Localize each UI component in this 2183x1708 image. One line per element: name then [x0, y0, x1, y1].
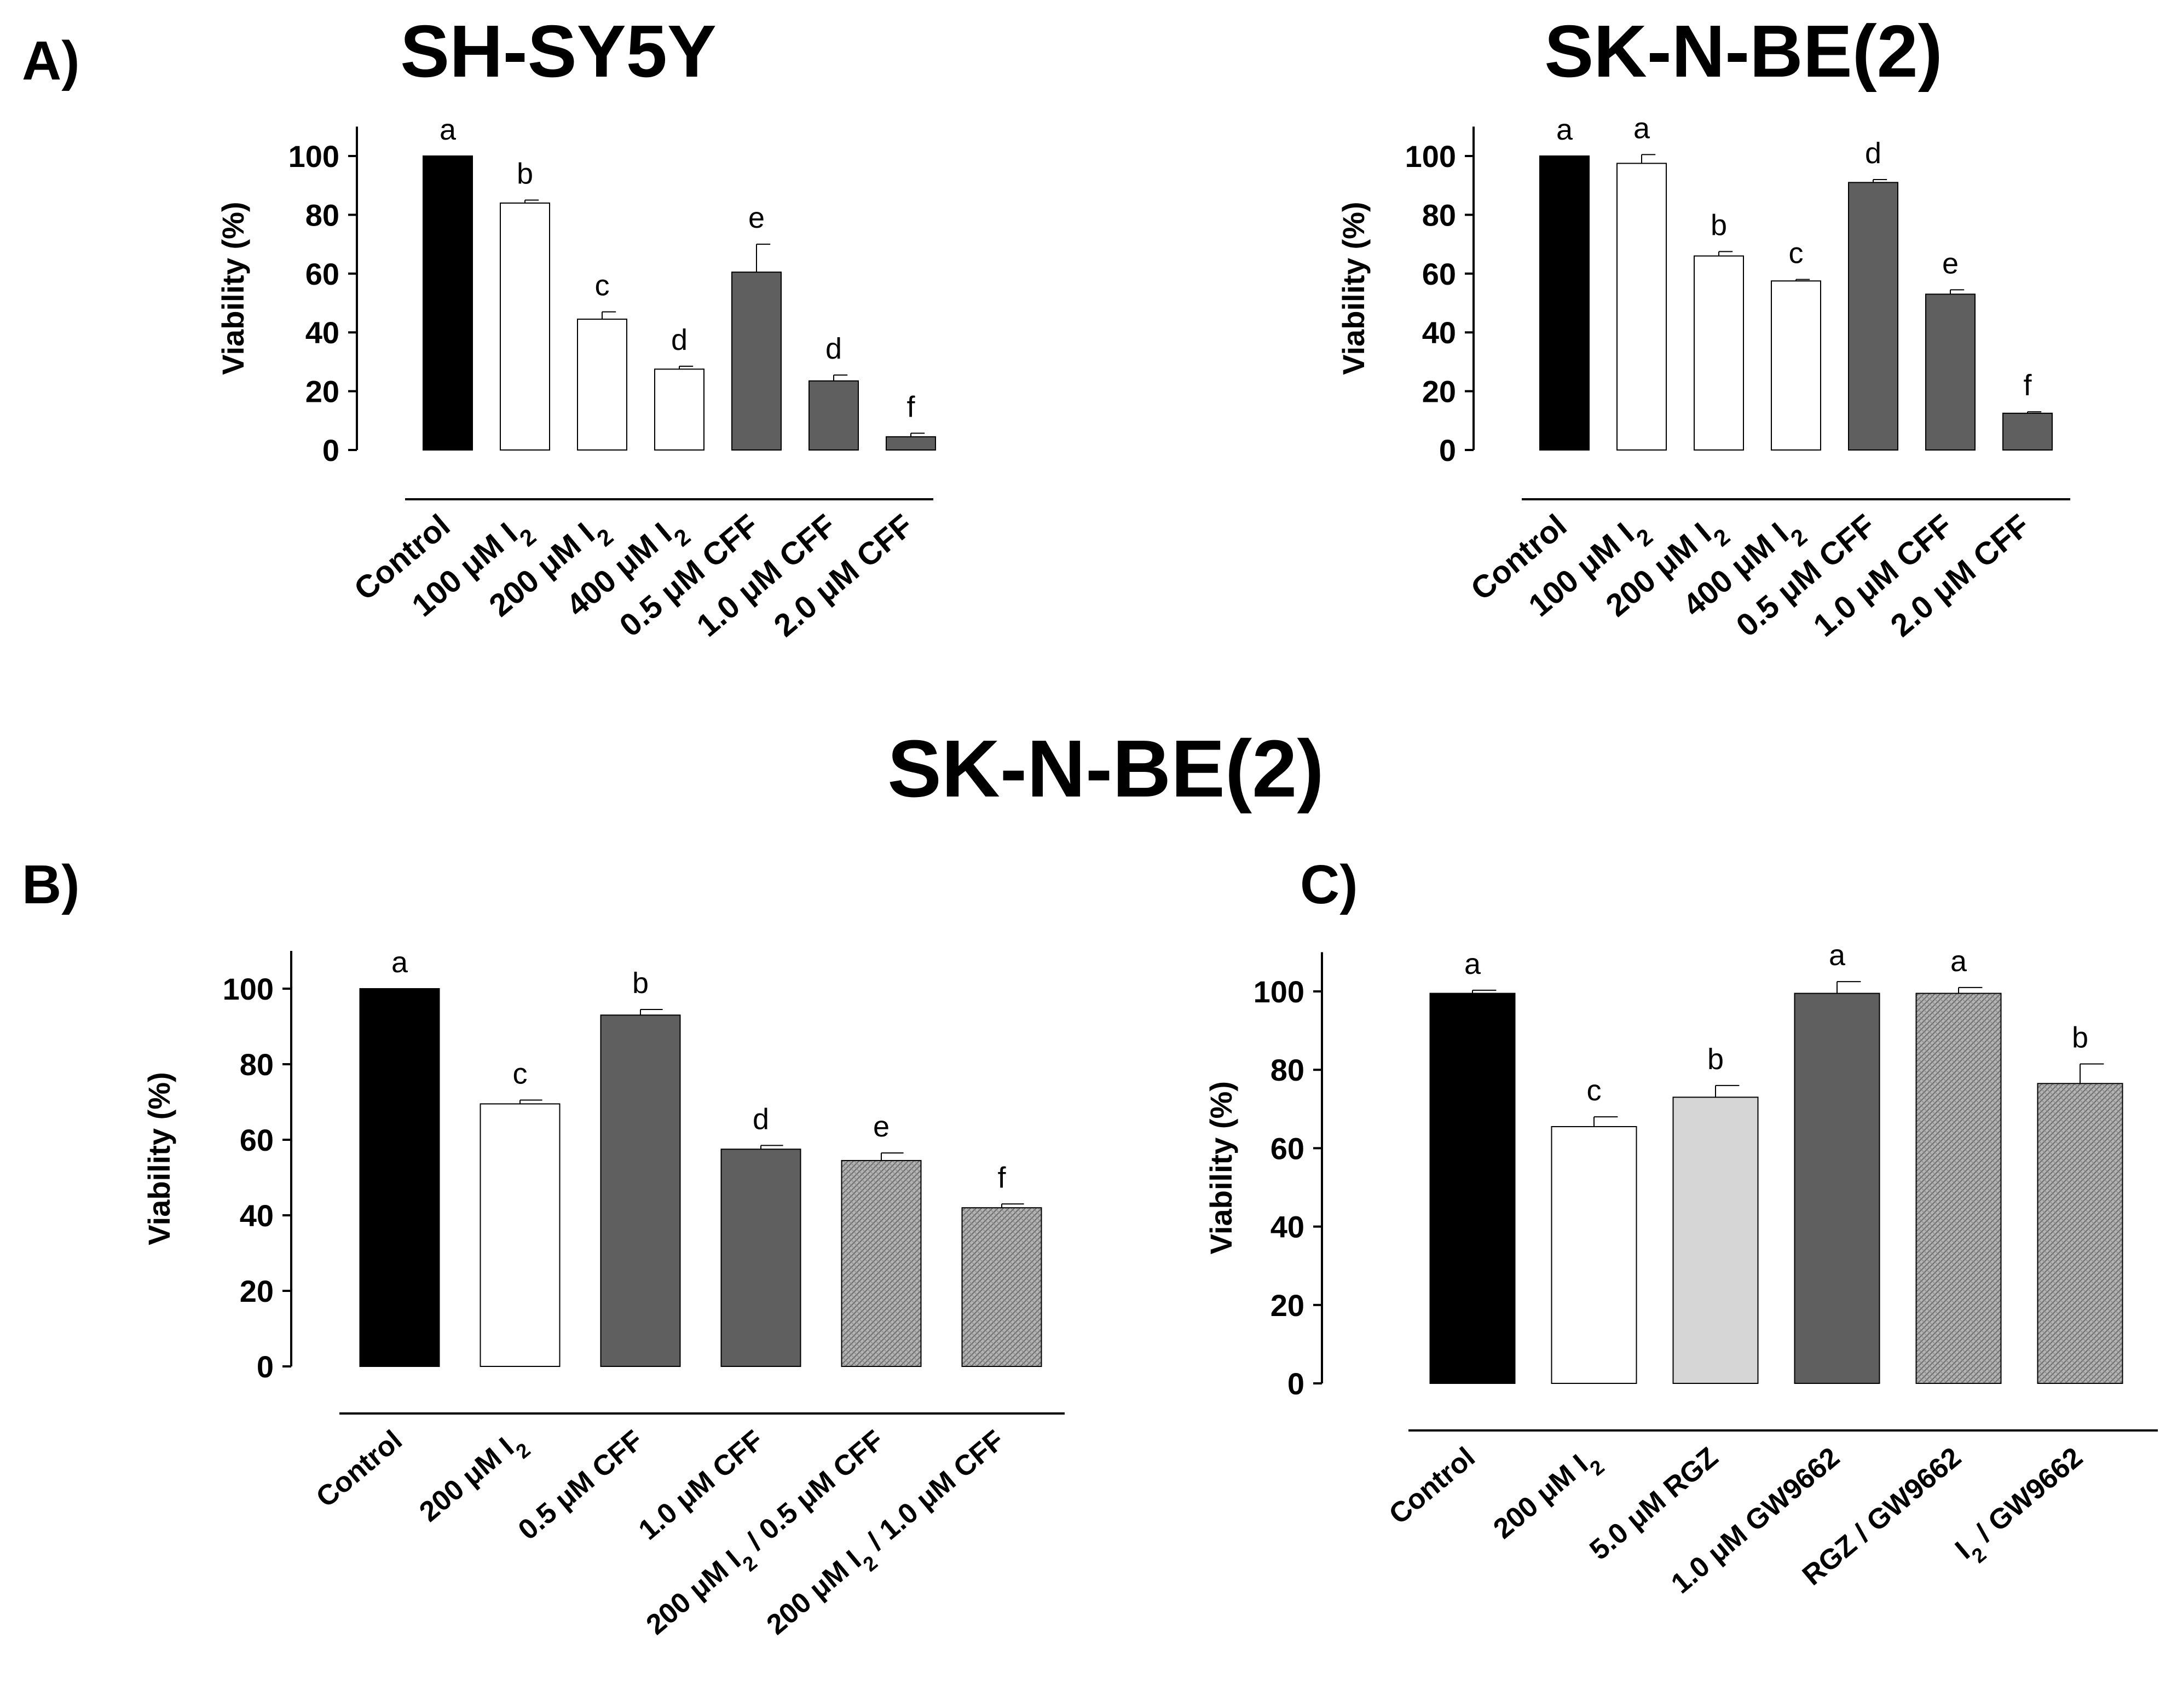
significance-letter: a	[1464, 948, 1481, 980]
significance-letter: a	[1633, 112, 1650, 145]
y-tick-label: 0	[1287, 1366, 1304, 1401]
significance-letter: d	[671, 324, 688, 356]
chart-b: 0 20 40 60 80 100 Viability (%) a Control c 200 μM…	[142, 946, 1065, 1648]
bar	[720, 1149, 801, 1367]
x-tick-label: Control	[310, 1424, 408, 1514]
y-tick-label: 100	[1254, 974, 1304, 1009]
x-tick-label: Control	[1383, 1441, 1481, 1531]
significance-letter: b	[1711, 209, 1727, 242]
y-tick-label: 80	[1422, 198, 1456, 232]
bar	[1539, 155, 1590, 451]
significance-letter: c	[1587, 1074, 1602, 1107]
significance-letter: e	[1942, 247, 1959, 280]
bar	[2037, 1083, 2123, 1384]
bar	[577, 319, 627, 451]
significance-letter: b	[1707, 1043, 1724, 1076]
y-tick-label: 80	[1270, 1053, 1304, 1087]
significance-letter: e	[748, 201, 765, 234]
y-tick-label: 40	[240, 1198, 274, 1233]
chart-title: SH-SY5Y	[400, 10, 717, 93]
bar	[359, 988, 440, 1367]
bar	[1915, 993, 2002, 1384]
section-title: SK-N-BE(2)	[887, 724, 1324, 814]
x-tick-label: I2 / GW9662	[1949, 1441, 2094, 1572]
y-tick-label: 0	[322, 433, 339, 468]
significance-letter: b	[632, 967, 649, 1000]
significance-letter: d	[825, 332, 842, 365]
bar	[423, 155, 473, 451]
significance-letter: c	[513, 1058, 528, 1090]
y-tick-label: 40	[1270, 1210, 1304, 1244]
bar	[1848, 182, 1898, 451]
y-axis-label: Viability (%)	[1204, 1081, 1238, 1254]
significance-letter: a	[391, 946, 408, 979]
significance-letter: f	[997, 1161, 1006, 1194]
y-tick-label: 20	[1422, 374, 1456, 409]
significance-letter: a	[1556, 113, 1573, 146]
x-tick-label: 0.5 μM CFF	[512, 1424, 649, 1547]
significance-letter: a	[1829, 939, 1846, 972]
y-tick-label: 60	[1270, 1131, 1304, 1165]
bar	[731, 272, 782, 451]
significance-letter: c	[595, 269, 610, 302]
significance-letter: f	[2023, 369, 2032, 402]
significance-letter: d	[1865, 137, 1881, 170]
bar	[500, 202, 550, 451]
bar	[808, 380, 859, 451]
significance-letter: a	[1950, 945, 1967, 978]
bar	[841, 1159, 922, 1367]
y-axis-label: Viability (%)	[1336, 201, 1371, 374]
significance-letter: b	[2072, 1021, 2088, 1054]
y-tick-label: 20	[240, 1274, 274, 1308]
bar	[961, 1207, 1042, 1367]
y-tick-label: 0	[257, 1349, 274, 1384]
bar	[1429, 993, 1516, 1384]
chart-c: 0 20 40 60 80 100 Viability (%) a Control c 200 μM…	[1204, 939, 2158, 1600]
bar	[1694, 255, 1744, 451]
y-tick-label: 100	[223, 972, 274, 1006]
y-tick-label: 40	[1422, 315, 1456, 350]
y-tick-label: 40	[305, 315, 339, 350]
panel-label-a: A)	[22, 30, 80, 91]
significance-letter: c	[1789, 237, 1804, 270]
y-tick-label: 100	[1405, 139, 1456, 174]
bar	[1616, 163, 1667, 451]
bar	[1551, 1126, 1637, 1384]
y-tick-label: 60	[1422, 257, 1456, 291]
y-tick-label: 60	[240, 1123, 274, 1157]
y-axis-label: Viability (%)	[216, 201, 250, 374]
y-tick-label: 20	[1270, 1288, 1304, 1323]
bar	[1771, 280, 1821, 451]
y-axis-label: Viability (%)	[142, 1072, 176, 1245]
bar	[600, 1014, 681, 1367]
significance-letter: d	[753, 1103, 769, 1135]
significance-letter: a	[440, 113, 457, 146]
chart-title: SK-N-BE(2)	[1544, 10, 1942, 93]
significance-letter: b	[517, 158, 533, 191]
y-tick-label: 20	[305, 374, 339, 409]
bar	[1925, 293, 1976, 451]
bar	[2002, 412, 2053, 451]
panel-label-c: C)	[1300, 854, 1358, 915]
x-tick-label: 200 μM I2	[1487, 1441, 1608, 1552]
bar	[480, 1103, 561, 1367]
panel-label-b: B)	[22, 854, 80, 915]
bar	[886, 436, 936, 451]
significance-letter: f	[906, 390, 915, 423]
y-tick-label: 80	[240, 1047, 274, 1082]
bar	[1672, 1097, 1759, 1384]
y-tick-label: 80	[305, 198, 339, 232]
y-tick-label: 60	[305, 257, 339, 291]
bar	[1794, 993, 1880, 1384]
significance-letter: e	[873, 1110, 890, 1143]
y-tick-label: 100	[288, 139, 339, 174]
y-tick-label: 0	[1439, 433, 1456, 468]
bar	[654, 368, 704, 451]
x-tick-label: 200 μM I2 / 1.0 μM CFF	[761, 1424, 1017, 1648]
